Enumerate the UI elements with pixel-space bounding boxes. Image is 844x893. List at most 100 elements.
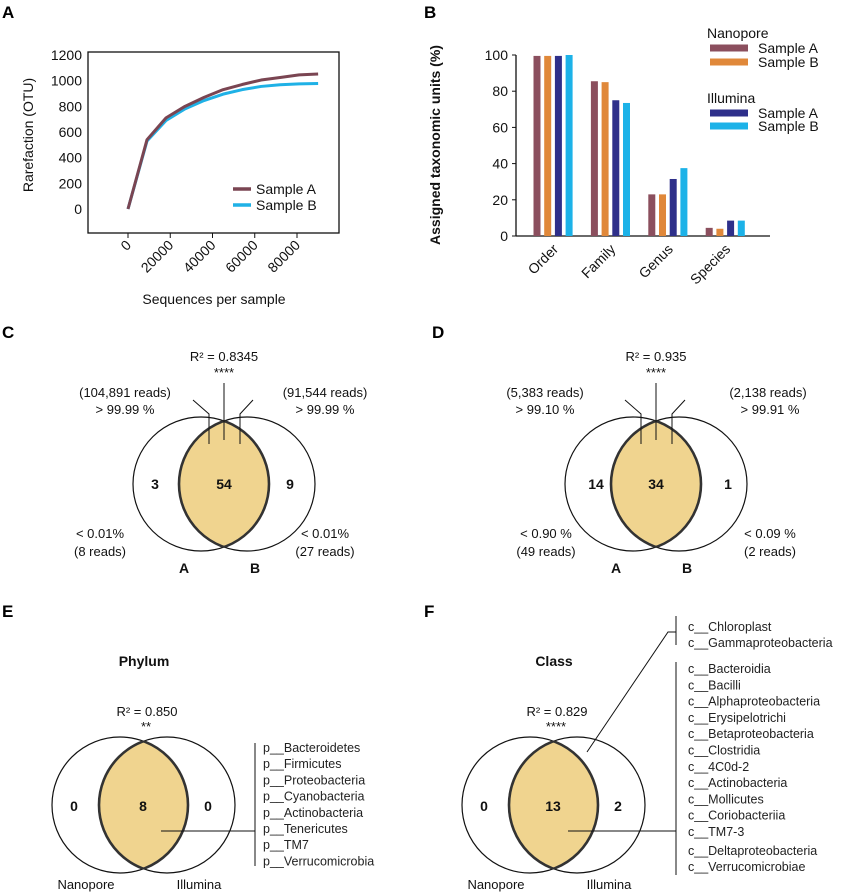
bar-family-nanopore-b [601, 82, 609, 237]
panel-f-venn: Class R² = 0.829**** 0 13 2 Nanopore Illumina [461, 653, 646, 892]
bar-species-illumina-a [727, 220, 735, 236]
overlap-edge [611, 417, 703, 551]
x-tick-label: 40000 [180, 237, 219, 276]
venn-overlap-outline [97, 737, 190, 873]
left-low-pct-label: < 0.01% [76, 526, 125, 541]
right-pct-label: > 99.99 % [296, 402, 355, 417]
legend-swatch [710, 58, 748, 66]
panel-d-venn: R² = 0.935**** (5,383 reads) > 99.10 % (2,1… [506, 349, 806, 576]
x-tick-label: 0 [117, 237, 134, 254]
bar-genus-illumina-a [669, 178, 677, 236]
list-item: p__Actinobacteria [263, 806, 363, 820]
list-item: c__Betaproteobacteria [688, 727, 814, 741]
venn-title: Class [535, 653, 573, 669]
panel-label-d: D [432, 323, 444, 342]
left-low-reads-label: (49 reads) [516, 544, 575, 559]
x-tick-label: 20000 [138, 237, 177, 276]
x-tick-label: Order [524, 241, 561, 278]
venn-overlap-region [179, 417, 269, 551]
panel-label-c: C [2, 323, 14, 342]
y-tick-label: 0 [74, 201, 82, 217]
left-low-pct-label: < 0.90 % [520, 526, 572, 541]
list-item: c__Clostridia [688, 744, 760, 758]
panel-label-a: A [2, 3, 14, 22]
bar-family-illumina-a [612, 100, 620, 236]
set-label-right: Illumina [587, 877, 633, 892]
x-tick-label: 60000 [222, 237, 261, 276]
class-lists: c__Chloroplast c__Gammaproteobacteria c__B… [568, 616, 833, 875]
list-item: c__Mollicutes [688, 792, 764, 806]
left-pct-label: > 99.99 % [96, 402, 155, 417]
left-pct-label: > 99.10 % [516, 402, 575, 417]
shared-count: 8 [139, 798, 147, 814]
x-tick-label: 80000 [264, 237, 303, 276]
set-label-right: B [250, 560, 260, 576]
pointer-line-left [192, 399, 210, 444]
overlap-edge [177, 417, 269, 551]
overlap-edge [507, 737, 598, 873]
x-tick-label: Family [578, 241, 618, 281]
y-tick-label: 100 [485, 47, 509, 63]
venn-overlap-outline [177, 417, 271, 551]
legend-swatch [710, 44, 748, 52]
set-label-left: Nanopore [57, 877, 114, 892]
plot-frame [87, 51, 340, 234]
venn-overlap-outline [507, 737, 600, 873]
x-tick-label: Species [687, 241, 734, 288]
panel-b-bar-chart: 0 20 40 60 80 100 Assigned taxonomic units (%)… [427, 25, 819, 287]
left-only-count: 0 [70, 798, 78, 814]
venn-overlap-region [611, 417, 701, 551]
y-tick-label: 1000 [51, 73, 82, 89]
bar-species-illumina-b [737, 220, 745, 236]
venn-overlap-outline [609, 417, 703, 551]
right-only-count: 9 [286, 476, 294, 492]
y-axis-label: Assigned taxonomic units (%) [427, 45, 443, 245]
r-squared-label: R² = 0.8345 [190, 349, 258, 364]
bar-order-illumina-b [565, 55, 573, 236]
r-squared-label: R² = 0.829 [526, 704, 587, 719]
list-item: c__Erysipelotrichi [688, 711, 786, 725]
list-item: c__Bacteroidia [688, 662, 771, 676]
legend-label: Sample B [256, 197, 317, 213]
legend-swatch [710, 109, 748, 117]
left-only-count: 14 [588, 476, 604, 492]
list-item: c__Actinobacteria [688, 776, 787, 790]
bar-species-nanopore-b [716, 228, 724, 236]
r-squared-label: R² = 0.935 [625, 349, 686, 364]
y-tick-label: 80 [492, 83, 508, 99]
list-item: p__Firmicutes [263, 757, 342, 771]
list-item: p__Verrucomicrobia [263, 854, 374, 868]
right-only-count: 1 [724, 476, 732, 492]
shared-count: 34 [648, 476, 664, 492]
venn-overlap-region [99, 737, 188, 873]
panel-label-b: B [424, 3, 436, 22]
legend-label: Sample A [256, 181, 317, 197]
pointer-line-right-only [586, 631, 676, 753]
set-label-right: B [682, 560, 692, 576]
bar-order-nanopore-b [544, 55, 552, 236]
right-reads-label: (2,138 reads) [729, 385, 806, 400]
y-tick-label: 40 [492, 156, 508, 172]
pointer-line-right [239, 399, 254, 444]
right-reads-label: (91,544 reads) [283, 385, 368, 400]
list-item: c__Chloroplast [688, 620, 772, 634]
phylum-shared-list: p__Bacteroidetes p__Firmicutes p__Proteoba… [161, 741, 374, 868]
right-only-count: 0 [204, 798, 212, 814]
shared-count: 54 [216, 476, 232, 492]
bar-family-nanopore-a [590, 81, 598, 237]
y-tick-label: 20 [492, 192, 508, 208]
list-item: p__Proteobacteria [263, 773, 365, 787]
y-axis-label: Rarefaction (OTU) [20, 78, 36, 192]
y-tick-label: 200 [59, 175, 83, 191]
y-tick-label: 600 [59, 124, 83, 140]
legend-label: Sample B [758, 54, 819, 70]
significance-stars: ** [141, 719, 151, 734]
legend-group-nanopore: Nanopore [707, 25, 769, 41]
set-label-left: A [611, 560, 621, 576]
panel-label-e: E [2, 602, 13, 621]
list-item: c__Deltaproteobacteria [688, 844, 817, 858]
left-only-count: 3 [151, 476, 159, 492]
